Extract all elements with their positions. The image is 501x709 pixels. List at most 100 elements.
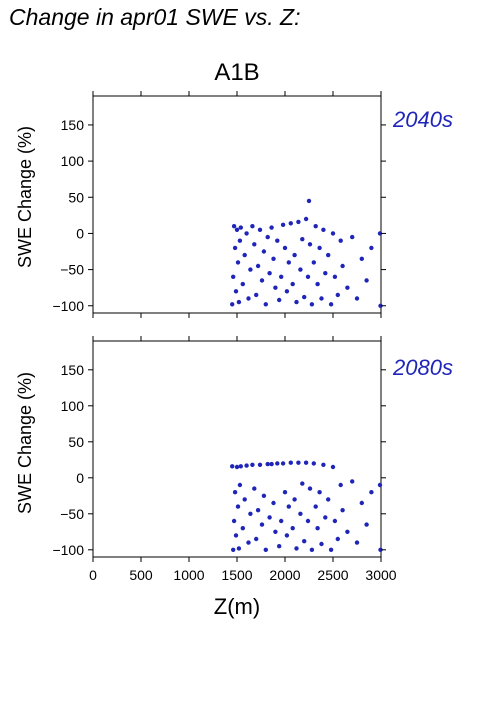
data-point (246, 540, 251, 545)
data-point (230, 302, 235, 307)
data-point (378, 547, 383, 552)
data-point (279, 274, 284, 279)
data-point (280, 461, 286, 466)
data-point (350, 479, 355, 484)
data-point (265, 461, 270, 467)
y-axis-label: SWE Change (%) (15, 372, 35, 514)
data-point (338, 482, 343, 488)
data-point (286, 260, 291, 265)
data-point (309, 547, 315, 552)
data-point (237, 482, 243, 488)
data-point (271, 500, 276, 506)
y-tick-label: 50 (68, 434, 84, 450)
data-point (354, 296, 360, 301)
data-point (231, 518, 237, 524)
data-point (277, 544, 282, 549)
data-point (263, 547, 268, 552)
ticks-group: −100 −50 0 50 100 150 (52, 91, 386, 318)
data-point (300, 481, 305, 486)
data-point (282, 245, 288, 251)
data-point (230, 464, 235, 469)
data-point (244, 463, 249, 468)
data-point (359, 500, 364, 506)
data-point (275, 238, 280, 243)
points-group (230, 198, 383, 308)
data-point (292, 252, 297, 258)
data-point (294, 299, 299, 305)
y-tick-label: 150 (61, 362, 85, 378)
data-point (267, 271, 272, 276)
data-point (280, 222, 286, 227)
data-point (259, 522, 265, 527)
data-point (231, 274, 236, 279)
data-point (234, 464, 240, 470)
data-point (303, 216, 309, 222)
data-point (273, 529, 278, 534)
data-point (263, 302, 268, 307)
y-axis-label: SWE Change (%) (15, 126, 35, 268)
data-point (294, 546, 299, 551)
y-tick-label: −100 (52, 298, 84, 314)
y-tick-label: −50 (60, 506, 84, 522)
data-point (269, 461, 274, 467)
data-point (307, 242, 313, 247)
data-point (345, 285, 350, 290)
y-tick-label: −100 (52, 542, 84, 558)
data-point (255, 508, 261, 513)
data-point (321, 462, 326, 467)
data-point (332, 518, 338, 524)
data-point (231, 547, 236, 552)
data-point (298, 511, 303, 516)
data-point (235, 260, 241, 265)
data-point (238, 464, 243, 469)
data-point (240, 281, 245, 287)
data-point (234, 227, 240, 232)
data-point (369, 245, 374, 251)
data-point (238, 225, 243, 230)
data-point (332, 274, 338, 279)
data-point (298, 267, 303, 272)
data-point (242, 497, 247, 502)
period-label: 2080s (392, 355, 453, 380)
data-point (246, 296, 251, 301)
data-point (309, 302, 315, 307)
data-point (338, 238, 343, 243)
data-point (244, 231, 249, 236)
points-group (230, 460, 383, 552)
data-point (290, 281, 295, 287)
data-point (340, 508, 345, 513)
data-point (265, 234, 270, 240)
data-point (279, 518, 284, 524)
x-axis-label: Z(m) (214, 594, 260, 619)
data-point (317, 490, 322, 495)
x-tick-label: 500 (129, 567, 153, 583)
data-point (378, 303, 383, 308)
data-point (237, 238, 243, 243)
data-point (254, 292, 259, 298)
figure-title: Change in apr01 SWE vs. Z: (9, 4, 301, 30)
data-point (288, 460, 293, 465)
data-point (311, 260, 316, 265)
data-point (235, 504, 241, 509)
data-point (335, 292, 340, 298)
data-point (350, 234, 355, 240)
data-point (271, 256, 276, 261)
y-tick-label: 0 (76, 470, 84, 486)
data-point (259, 278, 265, 283)
data-point (231, 224, 237, 229)
data-point (248, 267, 253, 272)
data-point (267, 515, 272, 520)
data-point (328, 302, 334, 307)
data-point (313, 224, 318, 229)
y-tick-label: 150 (61, 117, 85, 133)
data-point (261, 249, 267, 254)
y-tick-label: 100 (61, 153, 85, 169)
data-point (269, 225, 274, 230)
data-point (236, 299, 242, 305)
data-point (377, 231, 383, 236)
data-point (288, 221, 293, 226)
data-point (282, 490, 288, 495)
